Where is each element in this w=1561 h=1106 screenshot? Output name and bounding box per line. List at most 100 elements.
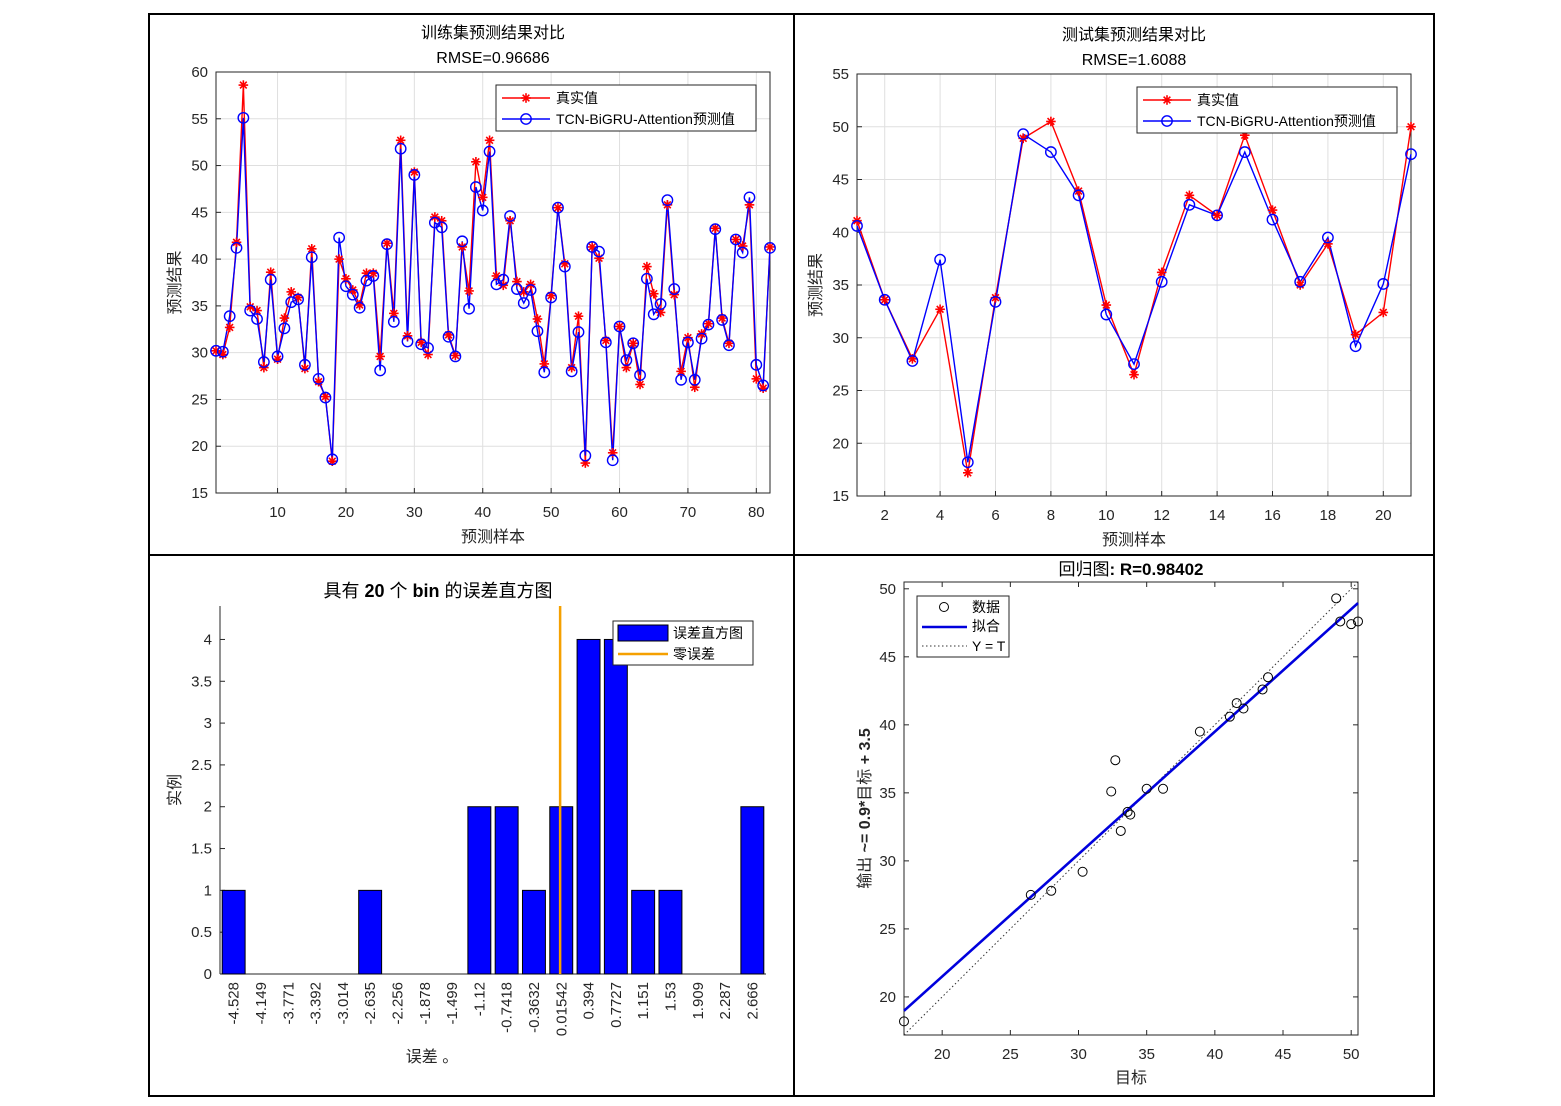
asterisk-stroke (615, 322, 624, 331)
x-tick-label: 18 (1320, 507, 1337, 524)
asterisk-stroke (1074, 187, 1083, 196)
scatter-point (1106, 786, 1117, 797)
data-point-actual (334, 254, 344, 264)
data-point-actual (1156, 267, 1167, 278)
scatter-point (1077, 866, 1088, 877)
scatter-point (899, 1016, 909, 1027)
data-point-predicted (702, 318, 715, 331)
data-point-predicted (851, 220, 863, 232)
x-tick-label: 50 (543, 504, 560, 521)
asterisk-stroke (321, 392, 330, 401)
data-point-actual (963, 467, 973, 478)
scatter-point (1353, 616, 1363, 627)
data-point-predicted (422, 342, 434, 354)
legend-marker (939, 602, 949, 612)
data-point-predicted (552, 201, 564, 214)
y-tick-label: 35 (879, 785, 896, 802)
title-part: 回归图 (1058, 560, 1109, 579)
data-point-predicted (906, 355, 919, 367)
y-tick-label: 0 (204, 966, 212, 983)
y-tick-label: 25 (832, 383, 849, 400)
data-point-predicted (579, 449, 592, 462)
asterisk-stroke (396, 136, 405, 145)
x-tick-label: 4 (936, 507, 944, 524)
y-tick-label: 45 (832, 172, 849, 189)
y-tick-label: 35 (832, 277, 849, 294)
data-point-actual (1184, 190, 1195, 201)
asterisk-stroke (1102, 301, 1111, 309)
histogram-bar (494, 806, 519, 975)
data-point-predicted (387, 315, 400, 328)
data-point-actual (758, 383, 768, 394)
scatter-point (1194, 726, 1205, 737)
x-tick-label: 40 (474, 504, 491, 521)
y-tick-label: 4 (204, 631, 212, 648)
x-axis-label: 误差 。 (406, 1048, 458, 1066)
y-tick-label: 50 (832, 119, 849, 136)
asterisk-stroke (574, 312, 583, 321)
legend-label: 误差直方图 (673, 625, 743, 641)
data-point-actual (731, 234, 741, 245)
asterisk-stroke (383, 239, 391, 248)
data-point-actual (320, 391, 331, 402)
y-axis-label: 预测结果 (166, 250, 184, 314)
y-tick-label: 40 (832, 224, 849, 241)
data-point-actual (1267, 205, 1278, 215)
data-point-predicted (558, 260, 571, 273)
legend-bar-swatch (617, 624, 669, 642)
data-point-actual (532, 314, 543, 324)
asterisk-stroke (677, 367, 686, 376)
asterisk-stroke (485, 136, 494, 145)
data-point-predicted (627, 337, 640, 350)
data-point-actual (1212, 210, 1222, 221)
asterisk-stroke (1019, 134, 1028, 143)
data-point-predicted (210, 344, 222, 357)
data-point-actual (238, 80, 249, 90)
data-point-actual (553, 202, 563, 213)
asterisk-stroke (478, 193, 487, 202)
y-tick-label: 1 (204, 882, 212, 899)
y-tick-label: 25 (191, 391, 208, 408)
data-point-predicted (1294, 275, 1307, 288)
data-point-predicted (305, 251, 318, 264)
legend: 真实值 TCN-BiGRU-Attention预测值 (1136, 86, 1398, 134)
legend-label: 零误差 (673, 646, 715, 662)
data-point-predicted (934, 253, 946, 266)
asterisk-stroke (766, 243, 774, 251)
data-point-actual (1378, 307, 1389, 318)
data-point-predicted (640, 272, 653, 285)
data-point-predicted (750, 358, 763, 371)
histogram-bar (631, 889, 656, 975)
x-tick-label: 0.01542 (553, 982, 570, 1036)
data-point-actual (354, 300, 365, 310)
data-point-predicted (381, 238, 393, 251)
data-point-actual (224, 322, 235, 333)
x-tick-label: -0.3632 (526, 982, 543, 1033)
data-point-predicted (524, 284, 537, 296)
data-point-predicted (244, 304, 257, 317)
data-point-predicted (565, 365, 578, 378)
scatter-point (1110, 755, 1121, 766)
y-tick-label: 30 (832, 330, 849, 347)
data-point-predicted (319, 391, 332, 404)
data-point-predicted (736, 246, 749, 259)
scatter-point (1231, 698, 1242, 709)
data-point-predicted (572, 326, 585, 338)
data-point-predicted (1128, 358, 1140, 371)
data-point-predicted (1183, 198, 1196, 211)
data-point-actual (703, 318, 714, 329)
data-point-predicted (497, 273, 510, 286)
data-point-actual (1406, 121, 1416, 132)
test-chart: 2 4 6 8 10 12 14 16 18 20 15 20 25 30 35 40 45 50 55 测试集预测结… (807, 26, 1417, 549)
y-tick-label: 40 (191, 251, 208, 268)
data-point-predicted (353, 301, 366, 314)
legend-label: 真实值 (556, 90, 598, 106)
legend-marker (1162, 95, 1172, 105)
asterisk-stroke (554, 203, 562, 212)
data-point-actual (539, 359, 550, 369)
histogram-bar (467, 806, 492, 975)
x-tick-label: 30 (1070, 1046, 1087, 1063)
x-tick-label: 2.287 (717, 982, 734, 1020)
